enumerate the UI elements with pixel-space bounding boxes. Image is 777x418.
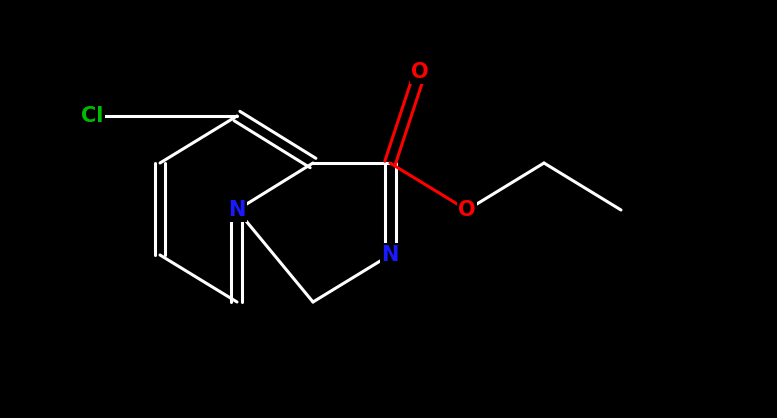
Text: N: N xyxy=(382,245,399,265)
Text: N: N xyxy=(228,200,246,220)
Text: Cl: Cl xyxy=(81,106,103,126)
Text: O: O xyxy=(458,200,476,220)
Text: O: O xyxy=(411,62,429,82)
